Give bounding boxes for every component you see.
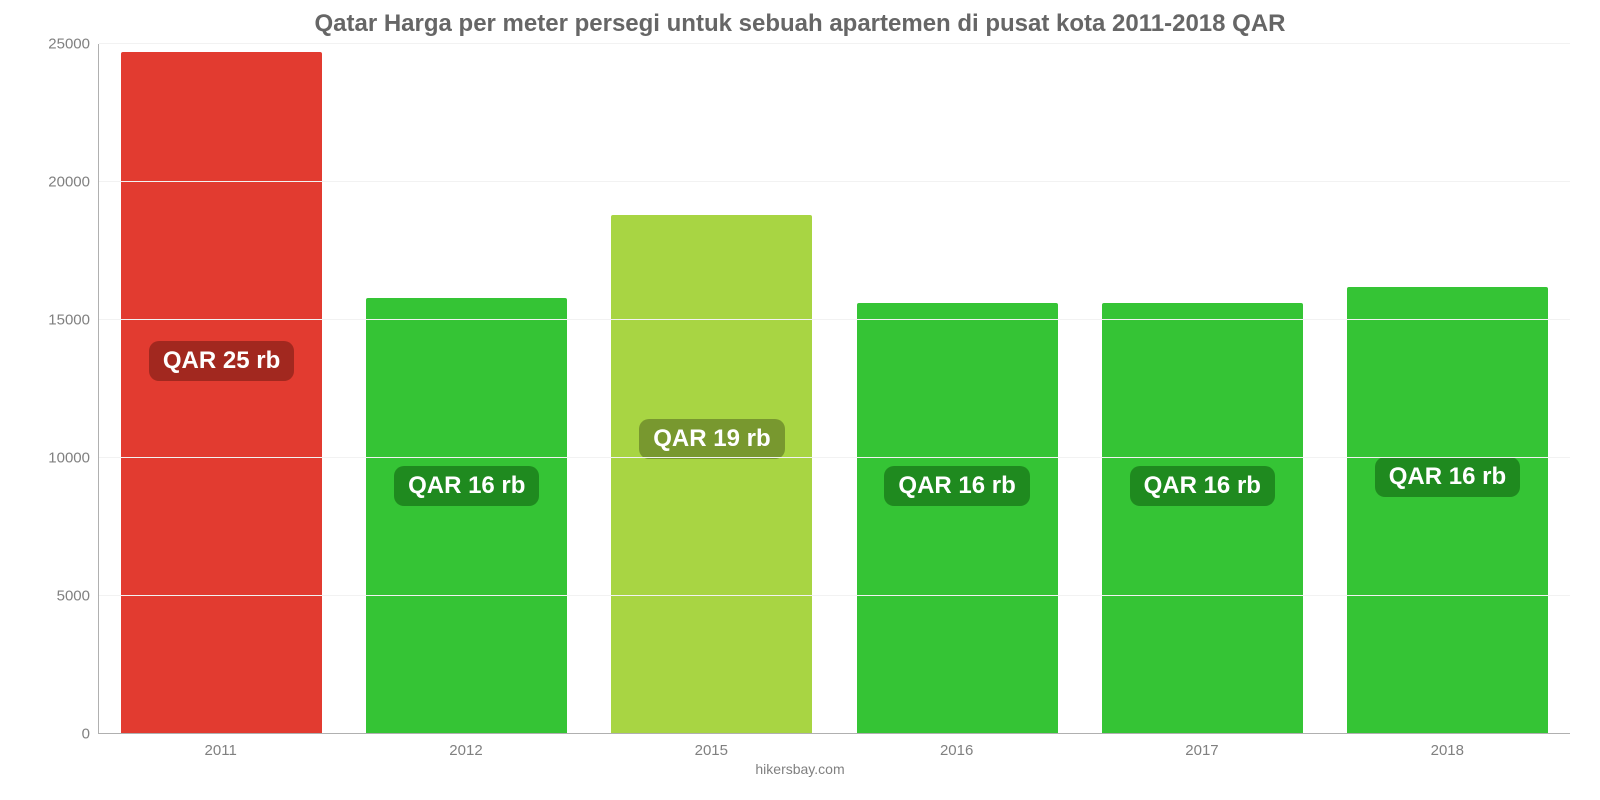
plot-area: QAR 25 rb QAR 16 rb QAR 19 rb QAR 16 rb QAR …	[98, 44, 1570, 734]
attribution-text: hikersbay.com	[30, 761, 1570, 777]
y-axis: 0500010000150002000025000	[30, 44, 98, 734]
bar: QAR 16 rb	[857, 303, 1058, 734]
bar-slot: QAR 19 rb	[589, 44, 834, 734]
grid-line	[99, 595, 1570, 596]
grid-line	[99, 457, 1570, 458]
bar-value-badge: QAR 16 rb	[1375, 457, 1520, 497]
x-axis: 201120122015201620172018	[98, 734, 1570, 759]
bars-group: QAR 25 rb QAR 16 rb QAR 19 rb QAR 16 rb QAR …	[99, 44, 1570, 734]
bar-slot: QAR 16 rb	[1080, 44, 1325, 734]
x-tick-label: 2011	[98, 742, 343, 759]
bar-value-badge: QAR 19 rb	[639, 419, 784, 459]
x-tick-label: 2015	[589, 742, 834, 759]
y-tick-label: 0	[30, 726, 90, 743]
x-tick-label: 2012	[343, 742, 588, 759]
bar-slot: QAR 25 rb	[99, 44, 344, 734]
plot-container: 0500010000150002000025000 QAR 25 rbQAR 1…	[30, 44, 1570, 734]
x-tick-label: 2017	[1079, 742, 1324, 759]
bar: QAR 16 rb	[1102, 303, 1303, 734]
y-tick-label: 5000	[30, 588, 90, 605]
bar: QAR 16 rb	[1347, 287, 1548, 734]
grid-line	[99, 319, 1570, 320]
bar-value-badge: QAR 16 rb	[884, 466, 1029, 506]
chart-title: Qatar Harga per meter persegi untuk sebu…	[30, 10, 1570, 38]
y-tick-label: 25000	[30, 36, 90, 53]
chart-container: Qatar Harga per meter persegi untuk sebu…	[0, 0, 1600, 800]
grid-line	[99, 181, 1570, 182]
y-tick-label: 15000	[30, 312, 90, 329]
bar-value-badge: QAR 25 rb	[149, 341, 294, 381]
bar-slot: QAR 16 rb	[835, 44, 1080, 734]
bar-slot: QAR 16 rb	[1325, 44, 1570, 734]
bar-value-badge: QAR 16 rb	[394, 466, 539, 506]
y-tick-label: 20000	[30, 174, 90, 191]
grid-line	[99, 43, 1570, 44]
bar-value-badge: QAR 16 rb	[1130, 466, 1275, 506]
bar: QAR 25 rb	[121, 52, 322, 734]
x-baseline	[99, 733, 1570, 734]
bar: QAR 16 rb	[366, 298, 567, 734]
x-tick-label: 2018	[1325, 742, 1570, 759]
x-tick-label: 2016	[834, 742, 1079, 759]
bar-slot: QAR 16 rb	[344, 44, 589, 734]
y-tick-label: 10000	[30, 450, 90, 467]
bar: QAR 19 rb	[611, 215, 812, 734]
